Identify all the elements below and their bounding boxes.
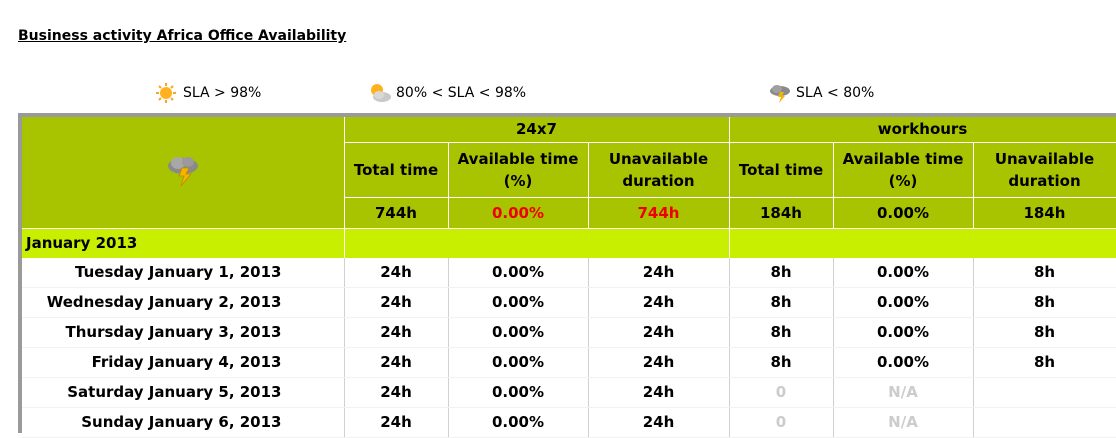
legend-item-sla-high: SLA > 98% [155, 83, 261, 103]
row-day: Tuesday January 1, 2013 [22, 257, 345, 288]
row-total-workhours: 0 [729, 407, 834, 438]
col-header-available-time: Available time (%) [833, 142, 974, 198]
row-available-24x7: 0.00% [448, 317, 589, 348]
row-available-workhours: 0.00% [833, 257, 974, 288]
row-day: Friday January 4, 2013 [22, 347, 345, 378]
row-unavailable-24x7: 24h [588, 407, 730, 438]
col-header-total-time: Total time [344, 142, 449, 198]
legend-item-sla-low: SLA < 80% [768, 83, 874, 103]
table-row: Friday January 4, 2013 24h 0.00% 24h 8h … [22, 347, 1116, 378]
total-24x7-total-time: 744h [344, 197, 449, 229]
report-title: Business activity Africa Office Availabi… [18, 28, 347, 44]
row-total-24x7: 24h [344, 317, 449, 348]
month-spacer-workhours [729, 228, 1116, 258]
row-available-workhours: 0.00% [833, 287, 974, 318]
group-header-workhours: workhours [729, 117, 1116, 143]
sun-icon [155, 83, 177, 103]
row-unavailable-workhours: 8h [973, 317, 1116, 348]
row-total-24x7: 24h [344, 347, 449, 378]
row-day: Saturday January 5, 2013 [22, 377, 345, 408]
month-label: January 2013 [22, 228, 345, 258]
total-24x7-available: 0.00% [448, 197, 589, 229]
total-workhours-total-time: 184h [729, 197, 834, 229]
storm-cloud-icon [768, 83, 790, 103]
row-total-24x7: 24h [344, 287, 449, 318]
row-unavailable-24x7: 24h [588, 347, 730, 378]
legend-label: SLA < 80% [796, 85, 875, 101]
row-unavailable-workhours: 8h [973, 257, 1116, 288]
table-row: Wednesday January 2, 2013 24h 0.00% 24h … [22, 287, 1116, 318]
legend-item-sla-mid: 80% < SLA < 98% [368, 83, 526, 103]
col-header-total-time: Total time [729, 142, 834, 198]
total-24x7-unavailable: 744h [588, 197, 730, 229]
row-available-24x7: 0.00% [448, 257, 589, 288]
row-total-workhours: 0 [729, 377, 834, 408]
row-total-24x7: 24h [344, 257, 449, 288]
legend-label: 80% < SLA < 98% [396, 85, 527, 101]
row-day: Thursday January 3, 2013 [22, 317, 345, 348]
row-total-workhours: 8h [729, 317, 834, 348]
row-available-workhours: 0.00% [833, 317, 974, 348]
row-unavailable-24x7: 24h [588, 377, 730, 408]
row-unavailable-workhours [973, 377, 1116, 408]
availability-table: 24x7 workhours Total time Available time… [22, 117, 1116, 438]
row-available-workhours: N/A [833, 377, 974, 408]
row-unavailable-workhours: 8h [973, 287, 1116, 318]
group-header-24x7: 24x7 [344, 117, 730, 143]
row-available-24x7: 0.00% [448, 407, 589, 438]
row-unavailable-workhours [973, 407, 1116, 438]
row-available-24x7: 0.00% [448, 377, 589, 408]
row-total-workhours: 8h [729, 347, 834, 378]
storm-cloud-icon [166, 157, 200, 191]
month-spacer-24x7 [344, 228, 730, 258]
month-row: January 2013 [22, 228, 1116, 258]
row-total-24x7: 24h [344, 377, 449, 408]
table-row: Saturday January 5, 2013 24h 0.00% 24h 0… [22, 377, 1116, 408]
row-available-24x7: 0.00% [448, 347, 589, 378]
row-total-24x7: 24h [344, 407, 449, 438]
status-icon-cell [22, 117, 345, 229]
col-header-unavailable-duration: Unavailable duration [973, 142, 1116, 198]
col-header-available-time: Available time (%) [448, 142, 589, 198]
row-available-workhours: 0.00% [833, 347, 974, 378]
row-available-workhours: N/A [833, 407, 974, 438]
legend-label: SLA > 98% [183, 85, 262, 101]
col-header-unavailable-duration: Unavailable duration [588, 142, 730, 198]
row-unavailable-24x7: 24h [588, 317, 730, 348]
sun-cloud-icon [368, 83, 391, 103]
table-row: Thursday January 3, 2013 24h 0.00% 24h 8… [22, 317, 1116, 348]
table-row: Sunday January 6, 2013 24h 0.00% 24h 0 N… [22, 407, 1116, 438]
row-unavailable-24x7: 24h [588, 257, 730, 288]
row-total-workhours: 8h [729, 287, 834, 318]
availability-table-frame: 24x7 workhours Total time Available time… [18, 113, 1116, 438]
row-total-workhours: 8h [729, 257, 834, 288]
total-workhours-available: 0.00% [833, 197, 974, 229]
total-workhours-unavailable: 184h [973, 197, 1116, 229]
row-day: Wednesday January 2, 2013 [22, 287, 345, 318]
row-available-24x7: 0.00% [448, 287, 589, 318]
row-unavailable-workhours: 8h [973, 347, 1116, 378]
row-unavailable-24x7: 24h [588, 287, 730, 318]
table-row: Tuesday January 1, 2013 24h 0.00% 24h 8h… [22, 257, 1116, 288]
row-day: Sunday January 6, 2013 [22, 407, 345, 438]
